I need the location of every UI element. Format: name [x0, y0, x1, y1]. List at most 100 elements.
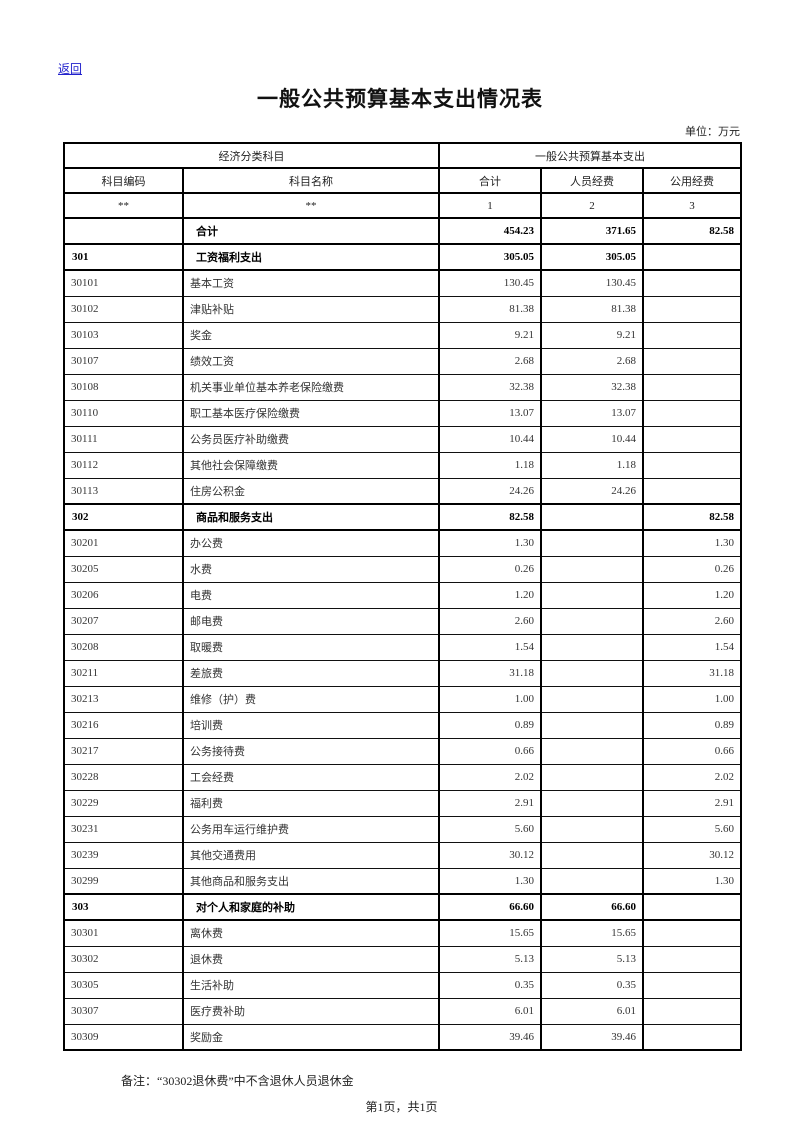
row-code: 30299: [63, 867, 184, 895]
table-row: 30309 奖励金 39.46 39.46: [63, 1023, 743, 1051]
row-personnel: 81.38: [540, 295, 644, 323]
table-row: 30113 住房公积金 24.26 24.26: [63, 477, 743, 505]
row-code: 30239: [63, 841, 184, 869]
row-personnel: [540, 789, 644, 817]
row-total: 10.44: [438, 425, 542, 453]
budget-table: 经济分类科目 一般公共预算基本支出 科目编码 科目名称 合计 人员经费 公用经费…: [63, 142, 743, 1051]
header-group-budget: 一般公共预算基本支出: [437, 142, 743, 169]
row-code: 30107: [63, 347, 184, 375]
row-code: 30307: [63, 997, 184, 1025]
numbering-code: **: [63, 192, 184, 219]
table-row: 30208 取暖费 1.54 1.54: [63, 633, 743, 661]
back-link[interactable]: 返回: [58, 62, 83, 76]
table-row: 30207 邮电费 2.60 2.60: [63, 607, 743, 635]
row-name: 退休费: [182, 945, 440, 973]
row-name: 工会经费: [182, 763, 440, 791]
report-sheet: 单位：万元 经济分类科目 一般公共预算基本支出 科目编码 科目名称 合计 人员经…: [63, 123, 743, 1115]
page-indicator: 第1页，共1页: [365, 1100, 438, 1114]
row-name: 离休费: [182, 919, 440, 947]
row-name: 工资福利支出: [182, 243, 440, 271]
row-public: [641, 425, 743, 453]
row-name: 其他商品和服务支出: [182, 867, 440, 895]
row-personnel: 24.26: [540, 477, 644, 505]
row-public: 2.60: [641, 607, 743, 635]
col-header-personnel: 人员经费: [540, 167, 644, 194]
row-personnel: 0.35: [540, 971, 644, 999]
row-name: 生活补助: [182, 971, 440, 999]
row-public: [641, 373, 743, 401]
row-code: 30302: [63, 945, 184, 973]
row-code: 30112: [63, 451, 184, 479]
row-public: 5.60: [641, 815, 743, 843]
row-personnel: [540, 503, 644, 531]
row-personnel: [540, 529, 644, 557]
row-code: 301: [63, 243, 184, 271]
row-total: 82.58: [438, 503, 542, 531]
row-personnel: 66.60: [540, 893, 644, 921]
table-row: 30305 生活补助 0.35 0.35: [63, 971, 743, 999]
row-total: 5.13: [438, 945, 542, 973]
row-public: 1.54: [641, 633, 743, 661]
row-personnel: [540, 841, 644, 869]
row-total: 2.91: [438, 789, 542, 817]
table-row: 30216 培训费 0.89 0.89: [63, 711, 743, 739]
row-name: 基本工资: [182, 269, 440, 297]
row-public: 1.00: [641, 685, 743, 713]
row-total: 2.60: [438, 607, 542, 635]
table-row: 30229 福利费 2.91 2.91: [63, 789, 743, 817]
row-code: 30228: [63, 763, 184, 791]
table-row: 30307 医疗费补助 6.01 6.01: [63, 997, 743, 1025]
table-row: 30239 其他交通费用 30.12 30.12: [63, 841, 743, 869]
row-public: 1.20: [641, 581, 743, 609]
header-group-economic: 经济分类科目: [63, 142, 440, 169]
row-personnel: [540, 607, 644, 635]
row-total: 0.89: [438, 711, 542, 739]
row-name: 机关事业单位基本养老保险缴费: [182, 373, 440, 401]
row-code: 30111: [63, 425, 184, 453]
row-total: 2.68: [438, 347, 542, 375]
page-title: 一般公共预算基本支出情况表: [257, 88, 543, 111]
row-personnel: 1.18: [540, 451, 644, 479]
row-public: 0.26: [641, 555, 743, 583]
numbering-public: 3: [641, 192, 743, 219]
row-code: 303: [63, 893, 184, 921]
row-total: 1.30: [438, 529, 542, 557]
row-name: 公务用车运行维护费: [182, 815, 440, 843]
row-total: 13.07: [438, 399, 542, 427]
row-code: 30208: [63, 633, 184, 661]
row-total: 454.23: [438, 217, 542, 245]
row-public: [641, 893, 743, 921]
row-personnel: 32.38: [540, 373, 644, 401]
row-public: 82.58: [641, 217, 743, 245]
row-public: [641, 295, 743, 323]
row-name: 奖金: [182, 321, 440, 349]
row-name: 其他社会保障缴费: [182, 451, 440, 479]
row-personnel: [540, 555, 644, 583]
row-code: 302: [63, 503, 184, 531]
table-row: 30103 奖金 9.21 9.21: [63, 321, 743, 349]
table-row: 303 对个人和家庭的补助 66.60 66.60: [63, 893, 743, 921]
row-code: 30102: [63, 295, 184, 323]
table-row: 30302 退休费 5.13 5.13: [63, 945, 743, 973]
table-row: 30228 工会经费 2.02 2.02: [63, 763, 743, 791]
row-total: 0.35: [438, 971, 542, 999]
row-name: 维修（护）费: [182, 685, 440, 713]
row-name: 职工基本医疗保险缴费: [182, 399, 440, 427]
row-public: 30.12: [641, 841, 743, 869]
row-total: 81.38: [438, 295, 542, 323]
row-personnel: 13.07: [540, 399, 644, 427]
row-name: 取暖费: [182, 633, 440, 661]
table-row: 30110 职工基本医疗保险缴费 13.07 13.07: [63, 399, 743, 427]
row-code: 30217: [63, 737, 184, 765]
row-code: 30309: [63, 1023, 184, 1051]
row-total: 66.60: [438, 893, 542, 921]
row-personnel: [540, 685, 644, 713]
row-public: [641, 919, 743, 947]
row-name: 邮电费: [182, 607, 440, 635]
row-name: 办公费: [182, 529, 440, 557]
col-header-public: 公用经费: [641, 167, 743, 194]
table-row: 30231 公务用车运行维护费 5.60 5.60: [63, 815, 743, 843]
row-code: 30231: [63, 815, 184, 843]
row-name: 电费: [182, 581, 440, 609]
